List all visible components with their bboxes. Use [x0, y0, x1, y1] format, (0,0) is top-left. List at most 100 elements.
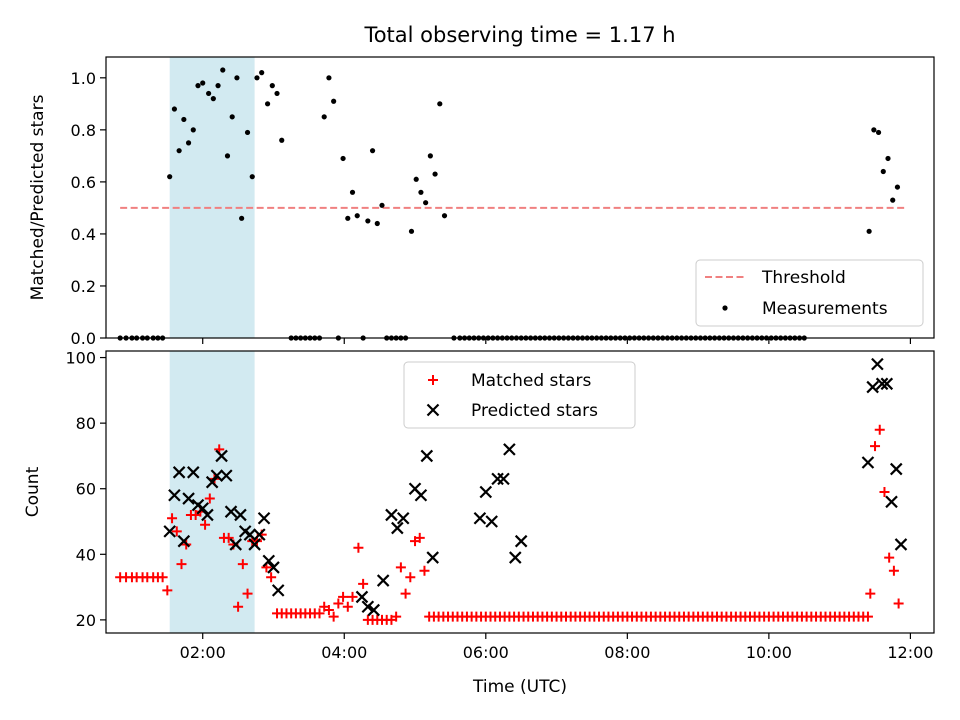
predicted-star-point — [497, 472, 510, 486]
predicted-star-point — [420, 449, 434, 463]
measurement-point — [437, 101, 443, 107]
legend-measurements-swatch — [722, 305, 728, 311]
predicted-star-point — [168, 489, 181, 502]
bottom-panel: 20 40 60 80 100 02:00 04:00 06:00 08:00 10:00 12:0… — [23, 349, 935, 697]
measurement-point — [365, 218, 371, 224]
predicted-star-point — [248, 538, 261, 551]
predicted-star-point — [210, 469, 224, 482]
measurement-point — [875, 129, 882, 136]
measurement-point — [345, 215, 351, 221]
measurement-point — [200, 80, 206, 86]
predicted-star-point — [894, 538, 908, 551]
predicted-star-point — [229, 538, 243, 551]
x-axis-label: Time (UTC) — [472, 677, 567, 697]
matched-star-point — [323, 605, 334, 616]
bottom-x-tick-label: 02:00 — [180, 643, 226, 662]
predicted-star-point — [187, 466, 200, 479]
top-panel: 0.0 0.2 0.4 0.6 0.8 1.0 Matched/Predicted sta… — [28, 56, 935, 348]
predicted-star-point — [503, 443, 516, 456]
matched-star-point — [893, 598, 904, 609]
matched-star-point — [157, 572, 168, 583]
measurement-point — [885, 155, 891, 162]
predicted-star-point — [201, 508, 214, 522]
matched-star-point — [358, 578, 369, 589]
top-y-tick-label: 0.8 — [71, 121, 96, 140]
measurement-point — [229, 114, 235, 120]
measurement-point — [423, 200, 429, 206]
matched-star-point — [862, 611, 873, 622]
top-y-tick-label: 1.0 — [71, 69, 96, 88]
measurement-point — [374, 220, 380, 227]
predicted-star-point — [172, 466, 186, 479]
legend-predicted-label: Predicted stars — [471, 401, 598, 421]
top-y-tick-label: 0.0 — [71, 329, 96, 348]
measurement-point — [167, 174, 173, 180]
top-y-axis-label: Matched/Predicted stars — [28, 94, 48, 300]
bottom-x-tick-label: 10:00 — [746, 643, 792, 662]
matched-star-point — [338, 591, 349, 602]
predicted-star-point — [224, 505, 238, 518]
predicted-star-point — [234, 508, 247, 522]
measurement-point — [244, 129, 251, 136]
matched-star-point — [353, 542, 364, 553]
matched-star-point — [237, 559, 248, 570]
predicted-star-point — [396, 511, 410, 525]
legend-matched-swatch — [428, 375, 438, 385]
matched-star-point — [870, 441, 881, 452]
matched-star-point — [395, 562, 406, 573]
predicted-star-point — [414, 489, 428, 502]
predicted-star-point — [509, 551, 522, 564]
predicted-star-point — [861, 456, 875, 469]
top-y-tick-label: 0.6 — [71, 173, 96, 192]
measurement-point — [427, 153, 433, 159]
legend-matched-label: Matched stars — [471, 371, 591, 391]
predicted-star-point — [479, 485, 493, 499]
bottom-y-tick-label: 100 — [65, 349, 96, 368]
top-legend: Threshold Measurements — [695, 259, 924, 327]
predicted-star-point — [361, 600, 375, 614]
predicted-star-point — [220, 469, 233, 482]
matched-star-point — [171, 526, 182, 537]
bottom-y-tick-label: 60 — [76, 480, 96, 499]
measurement-point — [195, 83, 201, 89]
measurement-point — [379, 202, 385, 208]
measurement-point — [254, 75, 260, 81]
measurement-point — [408, 228, 415, 234]
predicted-star-point — [355, 590, 369, 604]
matched-star-point — [314, 608, 325, 619]
measurement-point — [340, 155, 346, 162]
predicted-star-point — [163, 525, 176, 538]
measurement-point — [369, 148, 376, 154]
matched-star-point — [223, 532, 234, 543]
predicted-star-point — [426, 551, 439, 564]
predicted-star-point — [866, 380, 879, 394]
predicted-star-point — [257, 511, 271, 525]
predicted-star-point — [271, 584, 285, 597]
measurement-point — [264, 101, 271, 107]
matched-star-point — [347, 591, 358, 602]
predicted-star-point — [262, 554, 276, 568]
matched-star-point — [405, 572, 416, 583]
top-legend-box — [695, 259, 924, 327]
matched-star-point — [888, 565, 899, 576]
matched-star-point — [242, 588, 253, 599]
bottom-x-tick-label: 08:00 — [604, 643, 650, 662]
bottom-x-tick-label: 04:00 — [321, 643, 367, 662]
predicted-star-point — [880, 377, 894, 391]
measurement-point — [432, 171, 438, 177]
chart-title: Total observing time = 1.17 h — [363, 23, 675, 47]
predicted-star-point — [177, 534, 191, 548]
matched-star-point — [884, 552, 895, 563]
predicted-star-point — [367, 603, 381, 617]
measurement-point — [331, 98, 337, 104]
matched-star-point — [200, 519, 211, 530]
predicted-star-point — [253, 528, 266, 541]
measurement-point — [181, 116, 187, 123]
bottom-x-tick-label: 06:00 — [463, 643, 509, 662]
bottom-axes-frame — [105, 350, 935, 634]
measurement-point — [171, 106, 178, 112]
measurement-point — [220, 67, 226, 73]
predicted-star-point — [885, 495, 898, 509]
measurement-point — [349, 189, 356, 195]
matched-star-point — [233, 601, 244, 612]
